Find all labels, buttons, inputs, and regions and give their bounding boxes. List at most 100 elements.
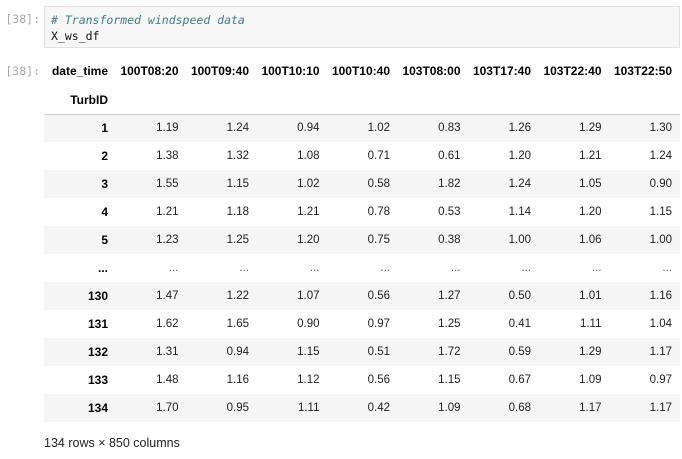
table-cell: 1.16 (226, 374, 249, 386)
row-index: 130 (87, 289, 108, 303)
column-header: 103T17:40 (472, 64, 531, 78)
column-header: 100T08:20 (120, 64, 179, 78)
code-cell[interactable]: # Transformed windspeed data X_ws_df (44, 6, 680, 48)
table-cell: 1.26 (508, 122, 531, 135)
table-cell: 0.41 (508, 318, 531, 330)
table-cell: 1.17 (579, 402, 602, 414)
table-cell: 1.15 (297, 346, 320, 358)
dataframe-shape: 134 rows × 850 columns (44, 436, 180, 450)
table-row: 134 1.70 0.95 1.11 0.42 1.09 0.68 1.17 1.17 (44, 394, 680, 422)
table-cell: 1.18 (226, 206, 249, 218)
table-cell: 1.48 (156, 374, 179, 386)
table-cell: 1.00 (508, 234, 531, 246)
table-cell: 1.17 (649, 402, 672, 414)
output-prompt: [38]: (5, 64, 40, 78)
table-cell: 1.38 (156, 150, 179, 162)
table-cell: 0.95 (226, 402, 249, 414)
table-row: 131 1.62 1.65 0.90 0.97 1.25 0.41 1.11 1.04 (44, 310, 680, 338)
table-cell: 1.20 (508, 150, 531, 162)
row-index: 1 (101, 121, 108, 136)
row-index: 2 (101, 149, 108, 163)
table-cell: 1.02 (367, 122, 390, 135)
table-cell: 0.53 (438, 206, 461, 218)
table-cell: 1.29 (579, 122, 602, 135)
table-cell: 1.05 (579, 178, 602, 190)
table-cell: 1.01 (579, 290, 602, 302)
table-cell: 0.90 (297, 318, 320, 330)
table-cell: 1.29 (579, 346, 602, 358)
table-cell: 0.97 (367, 318, 390, 330)
table-cell: 1.24 (226, 122, 249, 135)
table-cell: 1.23 (156, 234, 179, 246)
table-row: 130 1.47 1.22 1.07 0.56 1.27 0.50 1.01 1.16 (44, 282, 680, 310)
table-cell: 1.00 (649, 234, 672, 246)
table-cell: 1.22 (226, 290, 249, 302)
row-index: 4 (101, 205, 108, 219)
table-cell: 0.83 (438, 122, 461, 135)
table-cell: 1.82 (438, 178, 461, 190)
table-cell: 0.97 (649, 374, 672, 386)
dataframe-output: date_time 100T08:20 100T09:40 100T10:10 … (44, 56, 680, 422)
table-cell: ... (239, 262, 249, 274)
table-cell: 1.11 (579, 318, 602, 330)
table-cell: 1.14 (508, 206, 531, 218)
table-cell: 1.15 (649, 206, 672, 218)
table-cell: ... (662, 262, 672, 274)
table-cell: 1.25 (438, 318, 461, 330)
table-cell: 0.42 (367, 402, 390, 414)
table-cell: 1.06 (579, 234, 602, 246)
table-cell: 1.65 (226, 318, 249, 330)
table-cell: 1.62 (156, 318, 179, 330)
table-cell: 0.67 (508, 374, 531, 386)
table-cell: 1.72 (438, 346, 461, 358)
columns-name-label: date_time (51, 64, 108, 78)
table-cell: 1.21 (297, 206, 320, 218)
table-cell: 0.56 (367, 374, 390, 386)
column-header: 100T10:10 (261, 64, 320, 78)
table-cell: 1.09 (579, 374, 602, 386)
table-cell: 0.50 (508, 290, 531, 302)
table-cell: 0.56 (367, 290, 390, 302)
table-cell: 1.08 (297, 150, 320, 162)
table-cell: 1.55 (156, 178, 179, 190)
table-cell: 1.27 (438, 290, 461, 302)
table-cell: ... (591, 262, 602, 274)
row-index: 3 (101, 177, 108, 191)
column-header: 100T10:40 (331, 64, 390, 78)
column-header-row: date_time 100T08:20 100T09:40 100T10:10 … (44, 56, 680, 86)
table-row: 132 1.31 0.94 1.15 0.51 1.72 0.59 1.29 1.17 (44, 338, 680, 366)
table-cell: 0.59 (508, 346, 531, 358)
table-row: 1 1.19 1.24 0.94 1.02 0.83 1.26 1.29 1.30 (44, 114, 680, 142)
table-cell: ... (309, 262, 320, 274)
table-row: 5 1.23 1.25 1.20 0.75 0.38 1.00 1.06 1.00 (44, 226, 680, 254)
table-cell: 1.25 (226, 234, 249, 246)
table-cell: 0.51 (367, 346, 390, 358)
table-cell: 1.20 (297, 234, 320, 246)
table-cell: 1.04 (649, 318, 672, 330)
column-header: 103T22:50 (613, 64, 672, 78)
row-index: 134 (87, 401, 108, 415)
row-index: 131 (87, 317, 108, 331)
table-cell: 0.94 (297, 122, 320, 135)
table-cell: 0.90 (649, 178, 672, 190)
row-index: 5 (101, 233, 108, 247)
table-row: 4 1.21 1.18 1.21 0.78 0.53 1.14 1.20 1.15 (44, 198, 680, 226)
column-header: 100T09:40 (190, 64, 249, 78)
table-cell: 1.30 (649, 122, 672, 135)
table-cell: 1.24 (508, 178, 531, 190)
table-cell: 0.58 (367, 178, 390, 190)
table-cell: 1.24 (649, 150, 672, 162)
table-cell: ... (450, 262, 461, 274)
table-cell: 1.21 (156, 206, 179, 218)
table-cell: ... (521, 262, 531, 274)
index-header-row: TurbID (44, 86, 680, 114)
table-cell: 0.78 (367, 206, 390, 218)
code-line: X_ws_df (51, 29, 100, 43)
table-cell: 0.61 (438, 150, 461, 162)
table-cell: 1.15 (226, 178, 249, 190)
table-cell: 1.15 (438, 374, 461, 386)
table-row: 133 1.48 1.16 1.12 0.56 1.15 0.67 1.09 0.97 (44, 366, 680, 394)
table-row: 3 1.55 1.15 1.02 0.58 1.82 1.24 1.05 0.90 (44, 170, 680, 198)
table-cell: 0.75 (367, 234, 390, 246)
table-cell: ... (168, 262, 179, 274)
